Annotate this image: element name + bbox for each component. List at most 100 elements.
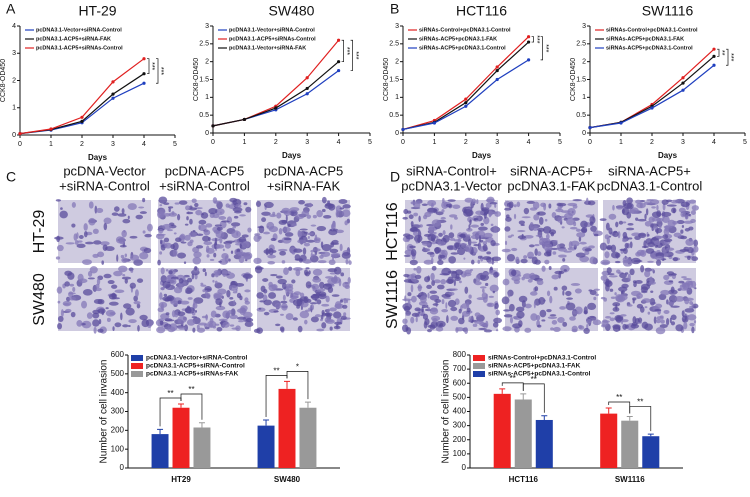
- cell: [157, 307, 165, 313]
- cell: [636, 202, 646, 209]
- cell: [580, 228, 588, 233]
- cell: [129, 254, 140, 261]
- cell: [253, 234, 261, 243]
- cell: [524, 303, 532, 309]
- error-bar: [541, 415, 548, 420]
- cell: [330, 277, 338, 283]
- cell: [269, 214, 277, 218]
- cell: [666, 318, 670, 326]
- cell: [637, 317, 643, 323]
- cell: [551, 274, 560, 280]
- cell: [311, 283, 320, 290]
- significance-bracket: [608, 401, 631, 414]
- error-bar: [304, 401, 311, 408]
- cell: [427, 329, 432, 333]
- error-bar: [198, 422, 205, 428]
- point: [242, 117, 246, 122]
- cell: [620, 319, 629, 323]
- cell: [683, 220, 694, 224]
- cell: [284, 232, 294, 237]
- cell: [222, 270, 231, 274]
- cell: [423, 259, 434, 265]
- cell: [194, 265, 198, 271]
- point: [142, 57, 146, 61]
- cell: [194, 310, 198, 313]
- cell: [474, 281, 482, 286]
- y-tick-label: 3: [395, 23, 399, 30]
- cell: [262, 294, 268, 302]
- cell: [342, 281, 350, 288]
- cell: [616, 205, 624, 210]
- cell: [432, 303, 439, 306]
- cell: [312, 277, 322, 283]
- cell: [212, 325, 217, 329]
- cell: [183, 275, 186, 281]
- cell: [409, 245, 416, 249]
- cell: [489, 284, 499, 293]
- cell: [420, 295, 427, 304]
- cell: [268, 226, 279, 233]
- column-header: pcDNA-ACP5: [264, 163, 343, 178]
- cell: [661, 211, 672, 217]
- x-tick-label: 5: [368, 139, 372, 146]
- legend-label: pcDNA3.1-ACP5+siRNAs-Control: [36, 45, 123, 51]
- legend-label: siRNAs-Control+pcDNA3.1-Control: [606, 27, 698, 33]
- point: [111, 96, 115, 100]
- y-tick-label: 1: [582, 94, 586, 101]
- cell: [523, 234, 534, 239]
- cell: [662, 203, 666, 211]
- cell: [279, 251, 286, 256]
- cell: [619, 248, 627, 252]
- cell: [121, 208, 125, 214]
- cell: [321, 303, 330, 307]
- cell: [691, 205, 699, 211]
- legend-swatch: [131, 363, 143, 369]
- cell: [693, 239, 699, 247]
- cell: [195, 245, 204, 249]
- significance-bracket: [341, 39, 344, 63]
- point: [527, 58, 531, 62]
- cell: [329, 326, 333, 331]
- y-tick-label: 3: [205, 23, 209, 30]
- cell: [402, 318, 408, 325]
- point: [274, 106, 278, 110]
- cell: [60, 207, 63, 210]
- cell: [618, 286, 628, 292]
- cell: [626, 211, 632, 219]
- cell: [291, 279, 296, 284]
- cell: [107, 280, 115, 285]
- cell: [193, 297, 204, 304]
- cell: [524, 327, 532, 333]
- cell: [105, 307, 109, 310]
- x-tick-label: 0: [588, 139, 592, 146]
- cell: [517, 235, 526, 240]
- micrograph: [56, 265, 154, 334]
- micrograph: [501, 264, 602, 335]
- bar: [257, 425, 275, 468]
- cell: [551, 320, 558, 325]
- cell: [219, 220, 227, 229]
- cell: [427, 292, 430, 299]
- cell: [521, 216, 531, 219]
- cell: [629, 209, 637, 214]
- cell: [142, 197, 146, 203]
- cell: [405, 313, 411, 316]
- cell: [569, 226, 578, 230]
- column-header: siRNA-ACP5+: [510, 163, 593, 178]
- cell: [406, 210, 412, 214]
- cell: [626, 227, 635, 231]
- cell: [490, 223, 494, 227]
- cell: [173, 232, 177, 235]
- cell: [490, 239, 496, 247]
- cell: [158, 318, 165, 323]
- cell: [229, 314, 238, 320]
- cell: [321, 208, 326, 213]
- point: [681, 76, 685, 80]
- cell: [569, 316, 576, 321]
- cell: [268, 248, 274, 256]
- cell: [587, 302, 597, 311]
- cell: [608, 275, 618, 278]
- cell: [510, 269, 517, 277]
- y-tick-label: 200: [453, 435, 467, 444]
- cell: [570, 283, 581, 286]
